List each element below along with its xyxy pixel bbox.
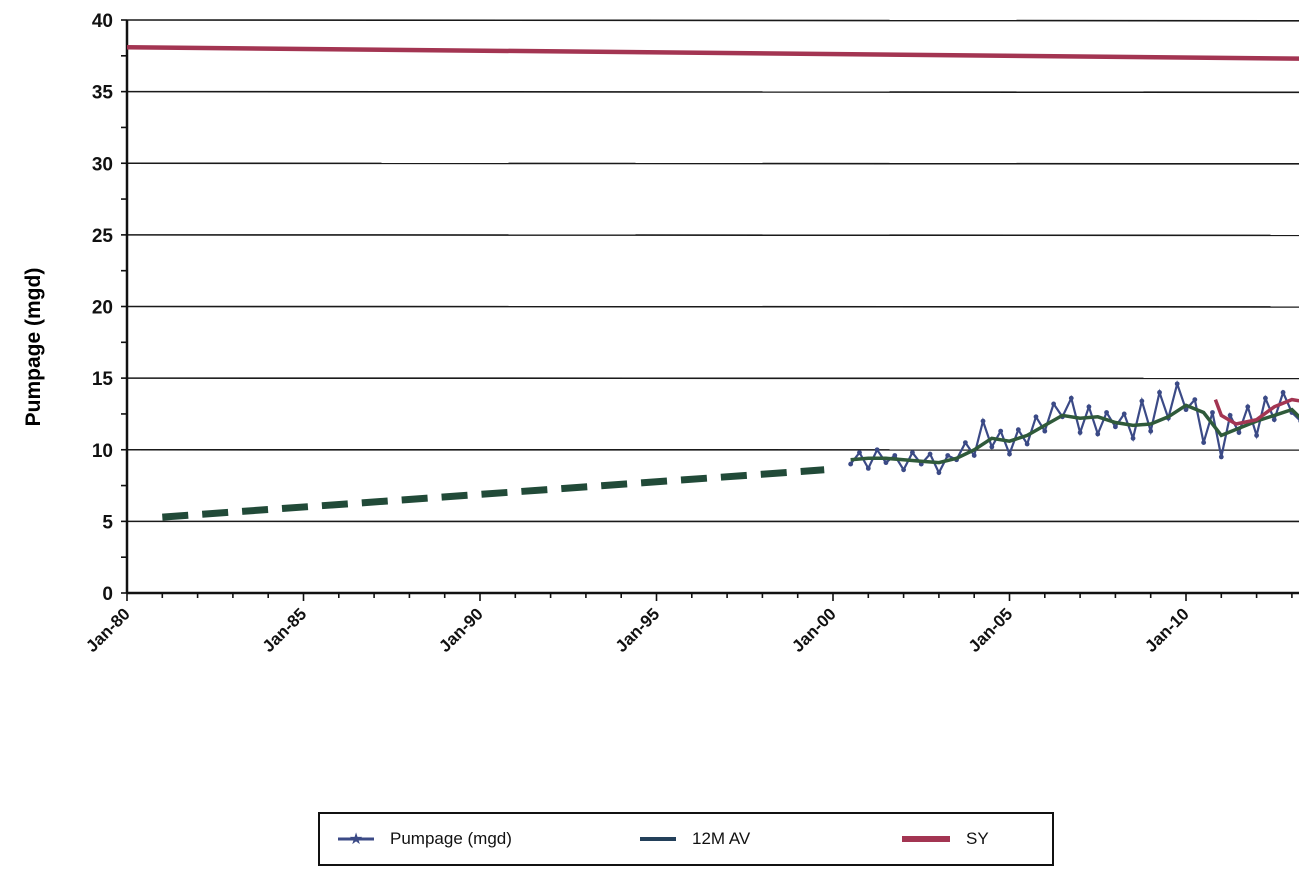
legend-swatch-12m-av <box>640 837 676 841</box>
y-tick-label: 15 <box>92 369 114 390</box>
x-tick-label: Jan-80 <box>82 604 134 656</box>
pumpage-point <box>910 450 915 456</box>
plot-area <box>126 44 1299 521</box>
pumpage-point <box>857 450 862 456</box>
pumpage-point <box>1210 410 1215 415</box>
pumpage-point <box>848 461 854 467</box>
pumpage-point <box>1245 404 1251 410</box>
pumpage-point <box>936 470 942 476</box>
pumpage-point <box>892 453 898 458</box>
legend-item-12m-av: 12M AV <box>638 814 750 864</box>
pumpage-point <box>1113 424 1118 430</box>
pumpage-point <box>1271 417 1277 423</box>
legend: ★ Pumpage (mgd) 12M AV SY <box>318 812 1054 866</box>
pumpage-point <box>1095 431 1101 437</box>
x-tick-label: Jan-90 <box>435 604 487 656</box>
legend-item-pumpage: ★ Pumpage (mgd) <box>336 814 512 864</box>
series-12m-av-line <box>850 403 1299 465</box>
pumpage-point <box>1077 430 1083 435</box>
pumpage-point <box>1051 401 1057 407</box>
legend-swatch-sy <box>902 836 950 842</box>
pumpage-point <box>1121 411 1127 417</box>
pumpage-point <box>1033 414 1039 420</box>
pumpage-point <box>1263 395 1268 401</box>
pumpage-point <box>1086 404 1092 410</box>
legend-label-12m-av: 12M AV <box>692 829 751 848</box>
pumpage-point <box>998 428 1004 434</box>
pumpage-point <box>1068 395 1074 401</box>
series-sy-recent-line <box>1213 397 1299 426</box>
y-tick-label: 25 <box>92 226 114 247</box>
pumpage-point <box>1280 390 1286 395</box>
x-tick-label: Jan-85 <box>259 604 311 656</box>
pumpage-point <box>865 465 871 471</box>
gridline-y-25 <box>126 234 1299 237</box>
x-tick-label: Jan-95 <box>612 604 664 656</box>
pumpage-point <box>971 453 977 458</box>
pumpage-point <box>1007 451 1012 457</box>
legend-label-sy: SY <box>966 829 989 848</box>
y-tick-label: 35 <box>92 83 114 104</box>
pumpage-point <box>1042 428 1048 434</box>
pumpage-point <box>1104 410 1109 415</box>
pumpage-point <box>1254 433 1259 438</box>
gridline-y-30 <box>126 162 1299 165</box>
pumpage-point <box>1174 381 1180 387</box>
pumpage-point <box>1227 412 1233 418</box>
pumpage-point <box>1201 440 1207 445</box>
x-tick-label: Jan-00 <box>788 604 840 656</box>
x-tick-label: Jan-05 <box>965 604 1017 656</box>
pumpage-point <box>1236 430 1242 435</box>
y-tick-label: 30 <box>92 154 113 175</box>
legend-item-sy: SY <box>900 814 989 864</box>
y-tick-labels: 0 5 10 15 20 25 30 35 40 <box>92 11 114 605</box>
pumpage-point <box>1139 398 1145 404</box>
pumpage-point <box>927 451 933 457</box>
y-tick-label: 20 <box>92 298 113 319</box>
pumpage-point <box>1157 390 1162 395</box>
pumpage-point <box>1015 427 1021 433</box>
pumpage-point <box>945 453 951 458</box>
pumpage-point <box>962 440 968 445</box>
pumpage-point <box>883 460 889 466</box>
legend-label-pumpage: Pumpage (mgd) <box>390 829 512 848</box>
series-sy-line <box>126 44 1299 61</box>
gridline-y-35 <box>126 90 1299 94</box>
axes <box>121 19 1299 601</box>
pumpage-point <box>989 444 995 450</box>
legend-swatch-pumpage: ★ <box>338 829 374 848</box>
y-tick-label: 0 <box>102 584 113 605</box>
svg-text:★: ★ <box>349 829 363 848</box>
x-tick-labels: Jan-80 Jan-85 Jan-90 Jan-95 Jan-00 Jan-05 Jan-… <box>82 604 1193 656</box>
y-tick-label: 10 <box>92 441 113 462</box>
pumpage-point <box>874 447 880 453</box>
pumpage-point <box>1192 397 1198 403</box>
x-tick-label: Jan-10 <box>1141 604 1193 656</box>
y-tick-label: 5 <box>102 512 113 533</box>
grid-lines <box>126 19 1299 523</box>
pumpage-point <box>1148 428 1154 434</box>
series-pumpage-line <box>849 380 1299 476</box>
pumpage-point <box>1183 407 1189 413</box>
y-tick-label: 40 <box>92 11 113 32</box>
pumpage-point <box>1024 441 1030 447</box>
y-axis-label: Pumpage (mgd) <box>22 267 45 427</box>
series-trend-dashed-line <box>162 466 825 521</box>
pumpage-point <box>1218 454 1224 460</box>
pumpage-point <box>1130 435 1136 441</box>
pumpage-point <box>901 467 906 473</box>
pumpage-point <box>980 418 986 424</box>
gridline-y-40 <box>126 19 1299 22</box>
